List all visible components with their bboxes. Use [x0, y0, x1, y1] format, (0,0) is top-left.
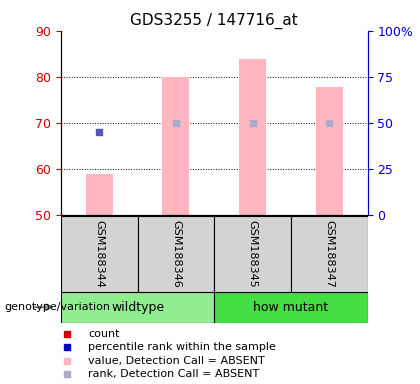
Text: rank, Detection Call = ABSENT: rank, Detection Call = ABSENT: [88, 369, 260, 379]
Bar: [86, 174, 113, 215]
Bar: [316, 86, 343, 215]
Bar: [291, 216, 368, 292]
Text: GSM188345: GSM188345: [247, 220, 257, 288]
Text: GSM188346: GSM188346: [171, 220, 181, 288]
Text: percentile rank within the sample: percentile rank within the sample: [88, 342, 276, 352]
Bar: [163, 78, 189, 215]
Text: GSM188347: GSM188347: [324, 220, 334, 288]
Text: count: count: [88, 329, 120, 339]
Text: wildtype: wildtype: [111, 301, 164, 314]
Text: how mutant: how mutant: [253, 301, 328, 314]
Text: value, Detection Call = ABSENT: value, Detection Call = ABSENT: [88, 356, 265, 366]
Text: genotype/variation: genotype/variation: [4, 302, 110, 312]
Title: GDS3255 / 147716_at: GDS3255 / 147716_at: [130, 13, 298, 29]
Bar: [138, 216, 214, 292]
Bar: [61, 216, 138, 292]
Bar: [214, 216, 291, 292]
Bar: [61, 292, 214, 323]
Bar: [214, 292, 368, 323]
Text: GSM188344: GSM188344: [94, 220, 104, 288]
Bar: [239, 59, 266, 215]
